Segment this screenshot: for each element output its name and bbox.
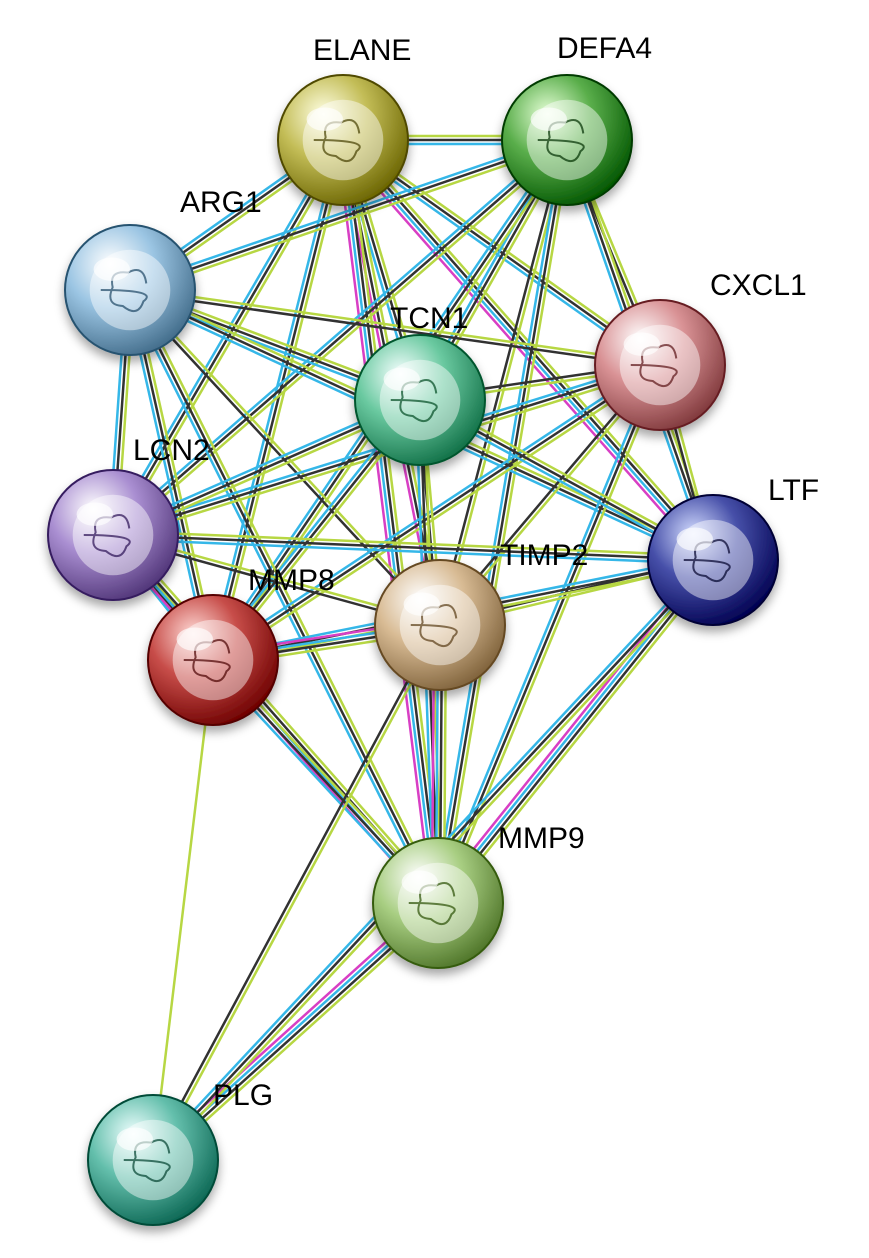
label-ELANE: ELANE bbox=[313, 34, 411, 67]
node-CXCL1[interactable] bbox=[595, 300, 725, 430]
label-TIMP2: TIMP2 bbox=[500, 539, 588, 572]
node-LTF[interactable] bbox=[648, 495, 778, 625]
edge-ELANE-MMP9-coexpression bbox=[345, 140, 440, 903]
node-TCN1[interactable] bbox=[355, 335, 485, 465]
edge-MMP8-PLG-textmining bbox=[153, 660, 213, 1160]
label-LTF: LTF bbox=[768, 474, 819, 507]
nodes-layer bbox=[48, 75, 778, 1225]
node-LCN2[interactable] bbox=[48, 470, 178, 600]
label-DEFA4: DEFA4 bbox=[557, 32, 652, 65]
label-CXCL1: CXCL1 bbox=[710, 269, 807, 302]
node-TIMP2[interactable] bbox=[375, 560, 505, 690]
label-ARG1: ARG1 bbox=[180, 186, 262, 219]
network-graph: ELANE DEFA4 ARG1 CXCL1 TCN1 LCN2 LTF TIMP2 MMP8 M… bbox=[0, 0, 869, 1258]
node-ELANE[interactable] bbox=[278, 75, 408, 205]
label-MMP8: MMP8 bbox=[248, 564, 335, 597]
node-PLG[interactable] bbox=[88, 1095, 218, 1225]
node-DEFA4[interactable] bbox=[502, 75, 632, 205]
label-LCN2: LCN2 bbox=[133, 434, 210, 467]
node-ARG1[interactable] bbox=[65, 225, 195, 355]
edge-LCN2-LTF-coexpression bbox=[113, 535, 713, 560]
label-MMP9: MMP9 bbox=[498, 822, 585, 855]
label-TCN1: TCN1 bbox=[390, 302, 468, 335]
node-MMP8[interactable] bbox=[148, 595, 278, 725]
label-PLG: PLG bbox=[213, 1079, 273, 1112]
node-MMP9[interactable] bbox=[373, 838, 503, 968]
